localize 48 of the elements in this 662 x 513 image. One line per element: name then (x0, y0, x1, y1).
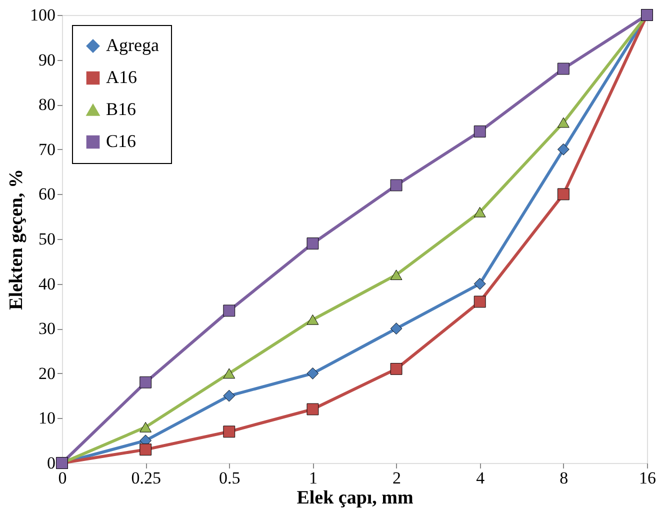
point (306, 367, 319, 380)
point (223, 368, 236, 379)
point (223, 304, 236, 317)
point (390, 362, 402, 375)
y-axis-title: Elekten geçen, % (6, 169, 27, 310)
point (474, 126, 486, 138)
point (390, 179, 402, 192)
legend-label: Agrega (106, 35, 159, 55)
point (306, 314, 319, 325)
y-tick-label: 50 (38, 230, 56, 248)
y-tick-label: 30 (38, 319, 56, 338)
x-tick-label: 0 (58, 468, 67, 488)
point (306, 403, 319, 416)
y-tick-label: 90 (38, 50, 56, 70)
point (474, 278, 486, 290)
x-tick-label: 1 (308, 468, 318, 488)
legend-label: C16 (106, 131, 136, 151)
point (474, 206, 486, 218)
x-tick-label: 4 (476, 468, 486, 488)
x-tick-label: 2 (392, 468, 402, 488)
point (557, 143, 570, 156)
x-tick-label: 0.25 (131, 468, 161, 488)
point (557, 188, 570, 200)
x-tick-label: 0.5 (219, 468, 240, 488)
x-tick-label: 16 (639, 468, 656, 488)
point (140, 422, 152, 432)
point (306, 238, 319, 250)
y-tick-label: 60 (38, 184, 56, 204)
y-tick-label: 20 (38, 364, 56, 383)
x-axis-title: Elek çapı, mm (296, 488, 414, 508)
legend-label: B16 (106, 99, 136, 119)
point (390, 270, 402, 280)
legend-label: A16 (106, 67, 137, 87)
y-tick-label: 70 (38, 140, 56, 159)
x-tick-label: 8 (560, 468, 568, 488)
y-tick-label: 0 (47, 454, 56, 472)
point (557, 117, 570, 128)
point (140, 376, 152, 388)
point (390, 322, 402, 335)
y-tick-label: 80 (38, 95, 56, 114)
point (557, 62, 570, 75)
y-tick-label: 40 (38, 274, 56, 294)
y-tick-label: 100 (30, 6, 56, 24)
point (223, 426, 236, 438)
point (223, 390, 236, 402)
point (474, 296, 486, 308)
y-tick-label: 10 (38, 408, 56, 428)
point (140, 444, 152, 456)
